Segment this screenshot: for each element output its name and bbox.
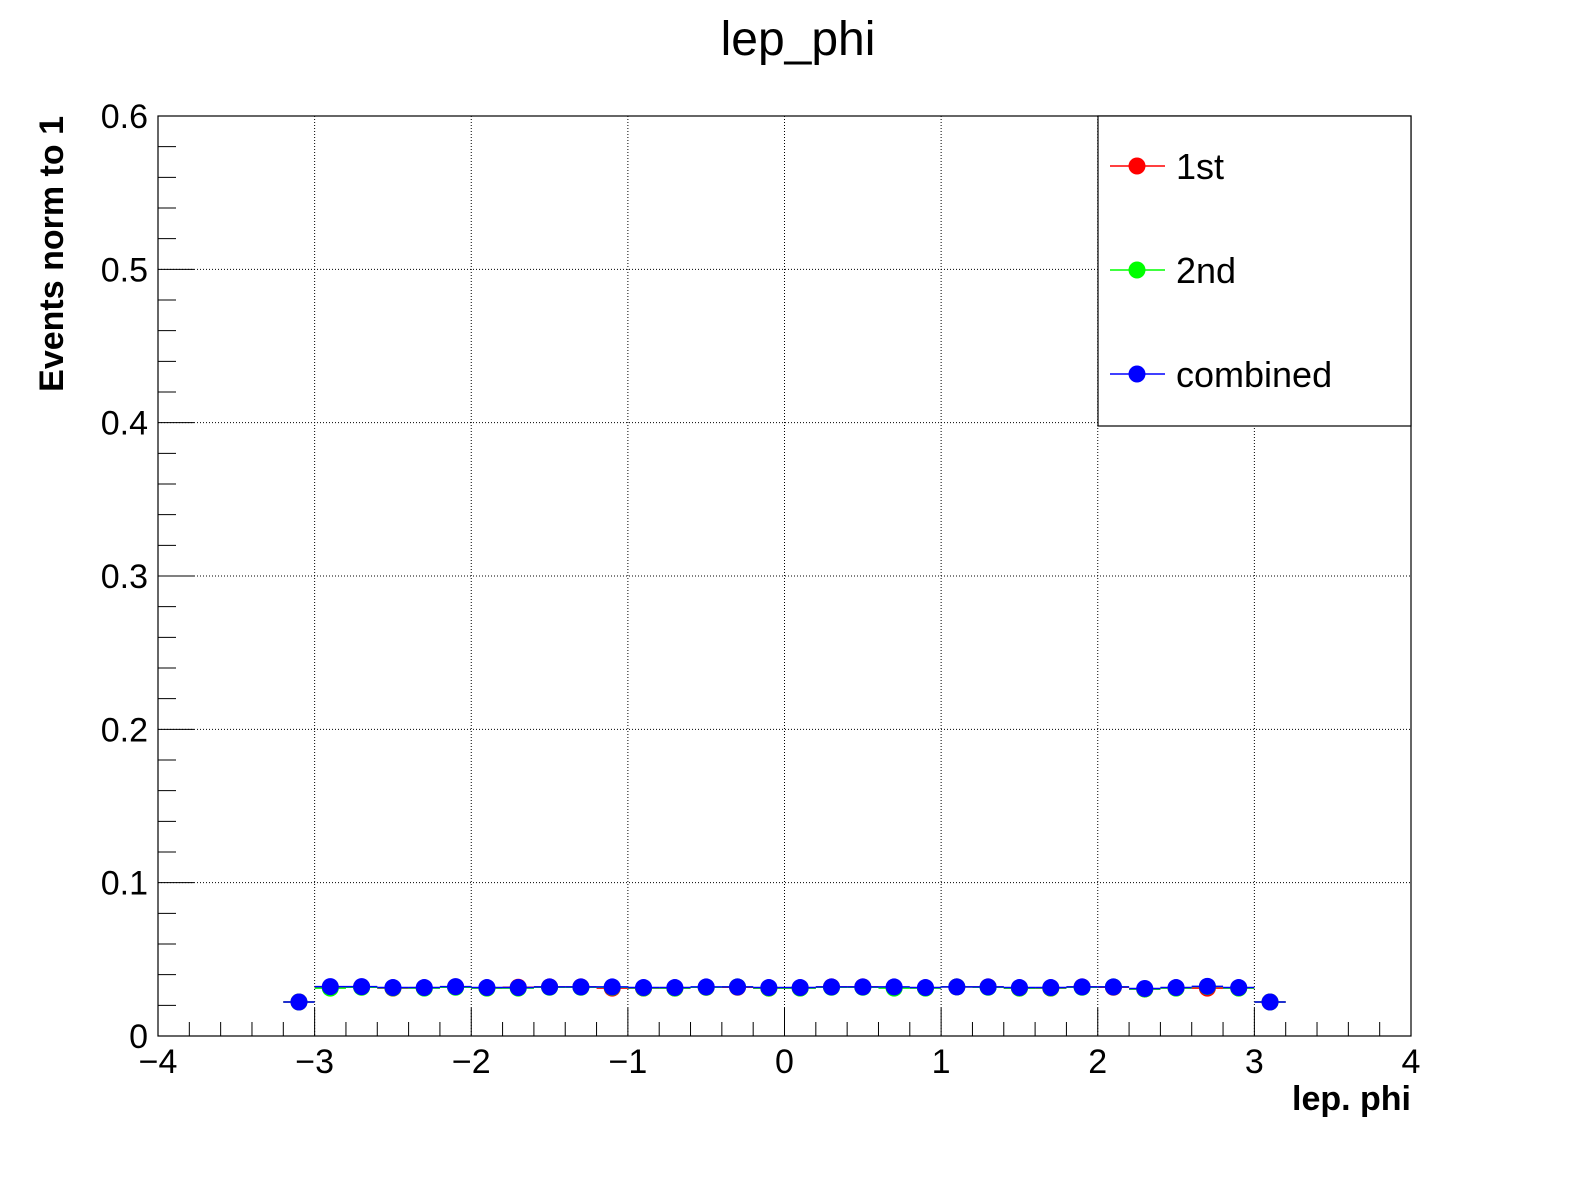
x-tick-label: −3	[295, 1043, 334, 1081]
legend-label: 1st	[1176, 146, 1224, 187]
data-point	[1261, 993, 1279, 1011]
data-point	[916, 979, 934, 997]
x-tick-label: −4	[139, 1043, 178, 1081]
data-point	[1073, 978, 1091, 996]
x-tick-label: −2	[452, 1043, 491, 1081]
y-tick-label: 0	[129, 1018, 148, 1056]
data-point	[760, 979, 778, 997]
data-point	[321, 978, 339, 996]
data-point	[353, 978, 371, 996]
data-point	[415, 979, 433, 997]
legend-label: 2nd	[1176, 250, 1236, 291]
data-point	[572, 978, 590, 996]
data-point	[1104, 978, 1122, 996]
axes: −4 −3 −2 −1 0 1 2 3 4 0 0.1 0.2 0.3 0.4 0.5 0.6	[101, 98, 1421, 1081]
data-point	[603, 978, 621, 996]
chart-title: lep_phi	[721, 13, 876, 66]
x-tick-label: 4	[1402, 1043, 1421, 1081]
x-tick-label: −1	[608, 1043, 647, 1081]
legend-marker	[1128, 157, 1146, 175]
data-point	[666, 979, 684, 997]
legend-label: combined	[1176, 354, 1332, 395]
data-point	[1136, 979, 1154, 997]
y-tick-label: 0.3	[101, 558, 148, 596]
series-combined	[283, 977, 1286, 1011]
data-point	[1042, 979, 1060, 997]
y-tick-label: 0.6	[101, 98, 148, 136]
x-tick-label: 3	[1245, 1043, 1264, 1081]
y-tick-label: 0.2	[101, 711, 148, 749]
legend-entry: combined	[1110, 354, 1332, 395]
data-point	[885, 978, 903, 996]
data-point	[979, 978, 997, 996]
data-point	[447, 978, 465, 996]
data-point	[478, 979, 496, 997]
legend: 1st 2nd combined	[1097, 115, 1412, 427]
legend-entry: 2nd	[1110, 250, 1236, 291]
data-point	[729, 978, 747, 996]
legend-marker	[1128, 261, 1146, 279]
data-point	[822, 978, 840, 996]
y-tick-label: 0.1	[101, 865, 148, 903]
legend-entry: 1st	[1110, 146, 1224, 187]
y-axis-label: Events norm to 1	[33, 116, 71, 392]
data-point	[791, 979, 809, 997]
x-axis-label: lep. phi	[1292, 1080, 1411, 1118]
series-layer	[283, 977, 1286, 1011]
data-point	[1230, 979, 1248, 997]
data-point	[948, 978, 966, 996]
legend-marker	[1128, 365, 1146, 383]
y-tick-label: 0.5	[101, 251, 148, 289]
data-point	[1167, 979, 1185, 997]
y-tick-label: 0.4	[101, 405, 148, 443]
data-point	[384, 979, 402, 997]
data-point	[541, 978, 559, 996]
data-point	[290, 993, 308, 1011]
x-tick-label: 2	[1088, 1043, 1107, 1081]
x-tick-label: 0	[775, 1043, 794, 1081]
data-point	[854, 978, 872, 996]
data-point	[1198, 977, 1216, 995]
data-point	[697, 978, 715, 996]
data-point	[509, 979, 527, 997]
x-tick-label: 1	[932, 1043, 951, 1081]
data-point	[1010, 979, 1028, 997]
data-point	[635, 979, 653, 997]
